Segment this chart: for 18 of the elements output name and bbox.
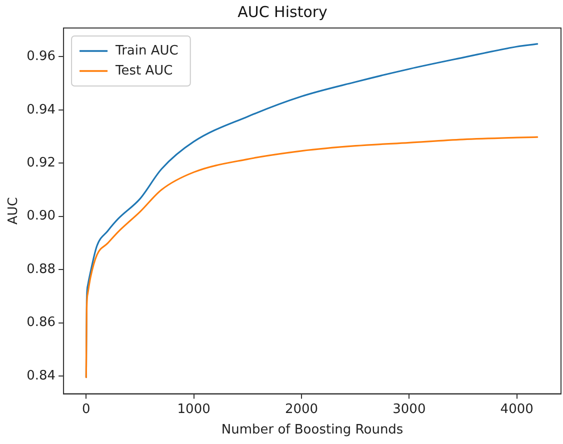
x-tick-label: 4000	[500, 402, 534, 417]
x-tick-label: 0	[82, 402, 90, 417]
legend-label: Test AUC	[114, 63, 173, 78]
x-tick-label: 1000	[177, 402, 210, 417]
y-tick-label: 0.88	[26, 262, 56, 277]
line-series	[85, 136, 538, 378]
y-tick-label: 0.84	[26, 368, 56, 384]
y-tick-label: 0.94	[26, 102, 56, 118]
y-tick-label: 0.92	[26, 156, 56, 171]
x-tick-label: 2000	[284, 402, 318, 417]
y-axis-title: AUC	[6, 197, 22, 225]
y-tick-label: 0.96	[26, 49, 56, 64]
legend-label: Train AUC	[114, 43, 178, 58]
y-tick-label: 0.86	[26, 315, 56, 330]
chart-title: AUC History	[238, 2, 328, 21]
x-tick-label: 3000	[392, 402, 426, 417]
x-axis-title: Number of Boosting Rounds	[221, 422, 404, 438]
y-tick-label: 0.90	[26, 208, 56, 224]
